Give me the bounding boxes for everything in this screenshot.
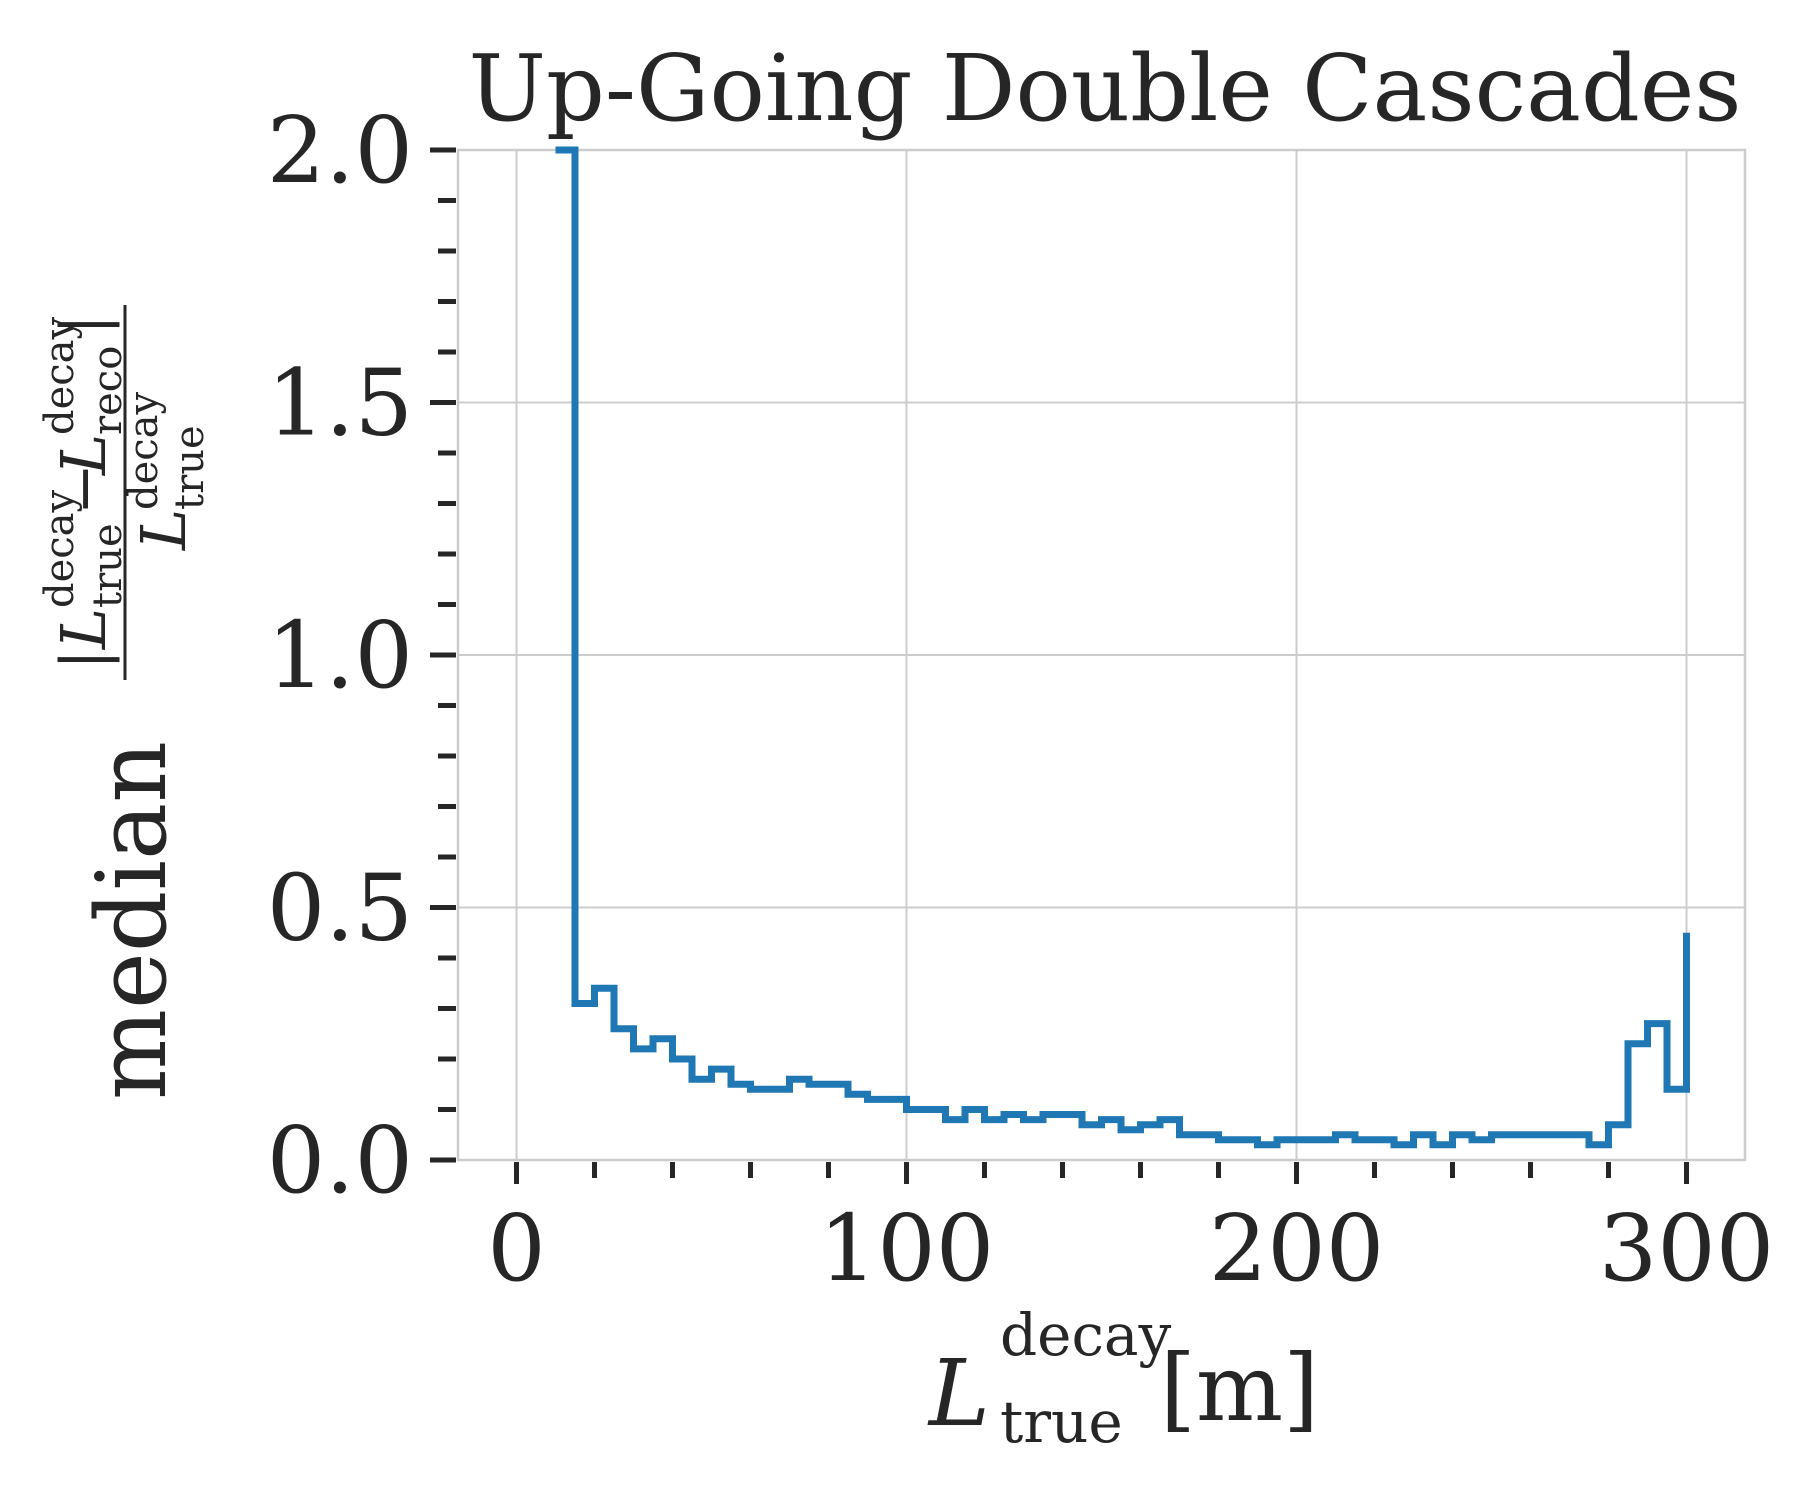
x-tick-label: 0 xyxy=(487,1195,546,1302)
y-tick-label: 0.0 xyxy=(267,1107,413,1214)
y-label-denominator-sub: true xyxy=(167,425,213,510)
y-tick-label: 1.5 xyxy=(267,350,413,457)
y-label-denominator: L xyxy=(127,509,200,551)
y-label-numerator-close: | xyxy=(47,314,120,335)
x-tick-label: 300 xyxy=(1599,1195,1775,1302)
y-label-minus: − xyxy=(47,463,120,515)
axis-ticks: 0 100 200 300 0.0 0.5 1.0 1.5 2.0 xyxy=(267,97,1775,1302)
x-axis-label: L decay true [m] xyxy=(927,1301,1319,1456)
y-label-numerator-right: L xyxy=(47,434,120,476)
y-axis-label: median |L decay true − L decay reco | L … xyxy=(37,305,213,1100)
x-label-symbol: L xyxy=(927,1340,990,1447)
y-label-numerator-left-sub: true xyxy=(85,523,131,608)
series xyxy=(555,146,1690,1149)
y-label-prefix: median xyxy=(76,741,188,1100)
plot-frame xyxy=(456,148,1747,1162)
y-label-numerator-left-sup: decay xyxy=(37,489,83,608)
y-tick-label: 1.0 xyxy=(267,602,413,709)
grid xyxy=(458,150,1745,1160)
x-label-unit: [m] xyxy=(1160,1335,1319,1442)
y-label-numerator-right-sup: decay xyxy=(37,316,83,435)
y-label-fraction: |L decay true − L decay reco | L decay t… xyxy=(37,305,213,680)
series-step-line xyxy=(555,146,1690,1149)
y-label-numerator-left: |L xyxy=(47,608,120,670)
x-tick-label: 100 xyxy=(819,1195,995,1302)
x-label-superscript: decay xyxy=(1000,1301,1172,1369)
y-tick-label: 0.5 xyxy=(267,855,413,962)
chart-title: Up-Going Double Cascades xyxy=(469,35,1742,142)
x-label-subscript: true xyxy=(1000,1388,1123,1456)
x-tick-label: 200 xyxy=(1209,1195,1385,1302)
y-tick-label: 2.0 xyxy=(267,97,413,204)
y-label-numerator-right-sub: reco xyxy=(85,346,131,435)
y-label-denominator-sup: decay xyxy=(121,391,167,510)
